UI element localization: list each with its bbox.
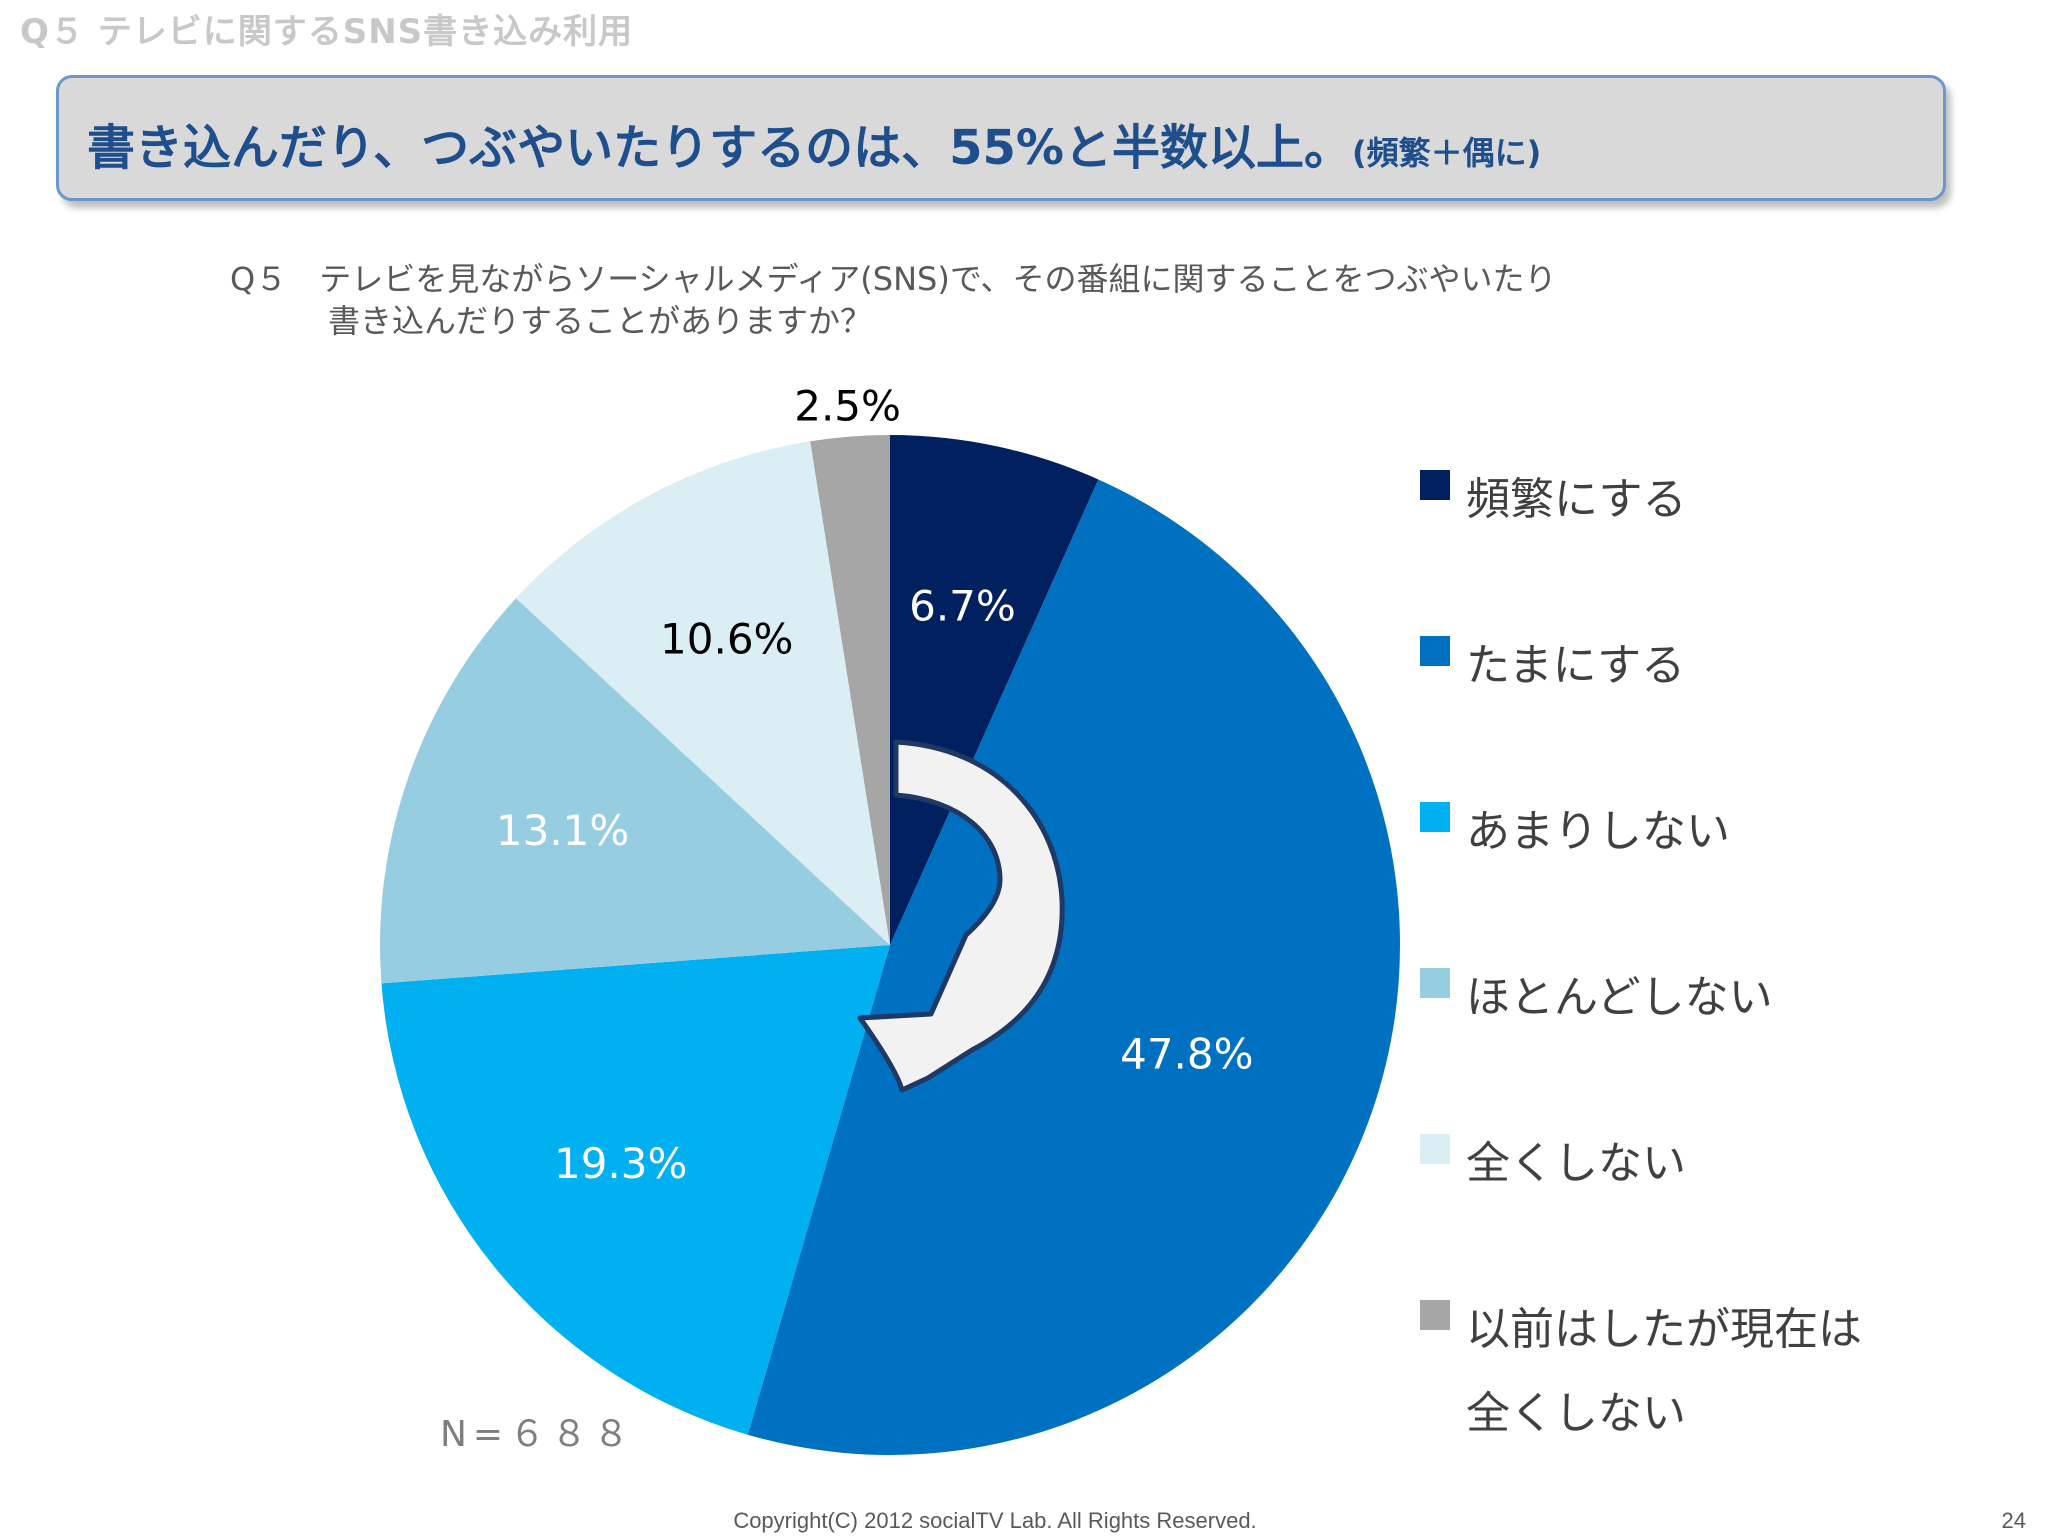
data-label-1: 6.7% — [909, 581, 1016, 630]
pie-slice-1 — [890, 435, 1099, 945]
legend-label: 頻繁にする — [1466, 474, 1687, 525]
arrow-shape — [857, 739, 1065, 1093]
legend-label: あまりしない — [1466, 806, 1730, 857]
pie-slice-2 — [747, 479, 1401, 1456]
question-text: Q５ テレビを見ながらソーシャルメディア(SNS)で、その番組に関することをつぶ… — [230, 258, 1557, 342]
pie-slice-6 — [810, 435, 890, 945]
headline: 書き込んだり、つぶやいたりするのは、55%と半数以上。(頻繁＋偶に) — [87, 108, 1541, 178]
sample-size: N=６８８ — [440, 1414, 636, 1455]
legend-label: たまにする — [1466, 640, 1686, 691]
copyright-footer: Copyright(C) 2012 socialTV Lab. All Righ… — [733, 1508, 1257, 1533]
data-label-6: 2.5% — [794, 382, 901, 431]
headline-main: 書き込んだり、つぶやいたりするのは、55%と半数以上。 — [87, 120, 1352, 176]
legend-swatch — [1420, 636, 1450, 666]
pie-data-labels: 6.7% 47.8% 19.3% 13.1% 10.6% 2.5% — [496, 382, 1254, 1188]
question-line-2: 書き込んだりすることがありますか？ — [328, 302, 873, 340]
pie-slice-5 — [516, 441, 890, 945]
legend-label: 以前はしたが現在は 全くしない — [1466, 1304, 1862, 1439]
legend-label: ほとんどしない — [1466, 972, 1773, 1023]
legend-swatch — [1420, 470, 1450, 500]
pie-slice-3 — [381, 945, 890, 1435]
pie-slices — [380, 435, 1401, 1456]
page-number: 24 — [2001, 1508, 2026, 1533]
legend-label: 全くしない — [1466, 1138, 1686, 1189]
legend-swatch — [1420, 802, 1450, 832]
headline-note: (頻繁＋偶に) — [1351, 134, 1542, 172]
clockwise-arrow-icon — [857, 739, 1065, 1093]
legend-swatch — [1420, 968, 1450, 998]
headline-banner: 書き込んだり、つぶやいたりするのは、55%と半数以上。(頻繁＋偶に) — [56, 75, 1946, 201]
data-label-4: 13.1% — [496, 806, 629, 855]
section-title: Q５ テレビに関するSNS書き込み利用 — [20, 12, 634, 52]
data-label-3: 19.3% — [554, 1139, 687, 1188]
pie-slice-4 — [380, 598, 890, 984]
legend-swatch — [1420, 1134, 1450, 1164]
legend-swatch — [1420, 1300, 1450, 1330]
question-line-1: Q５ テレビを見ながらソーシャルメディア(SNS)で、その番組に関することをつぶ… — [230, 260, 1557, 298]
data-label-2: 47.8% — [1120, 1029, 1253, 1078]
data-label-5: 10.6% — [660, 615, 793, 664]
